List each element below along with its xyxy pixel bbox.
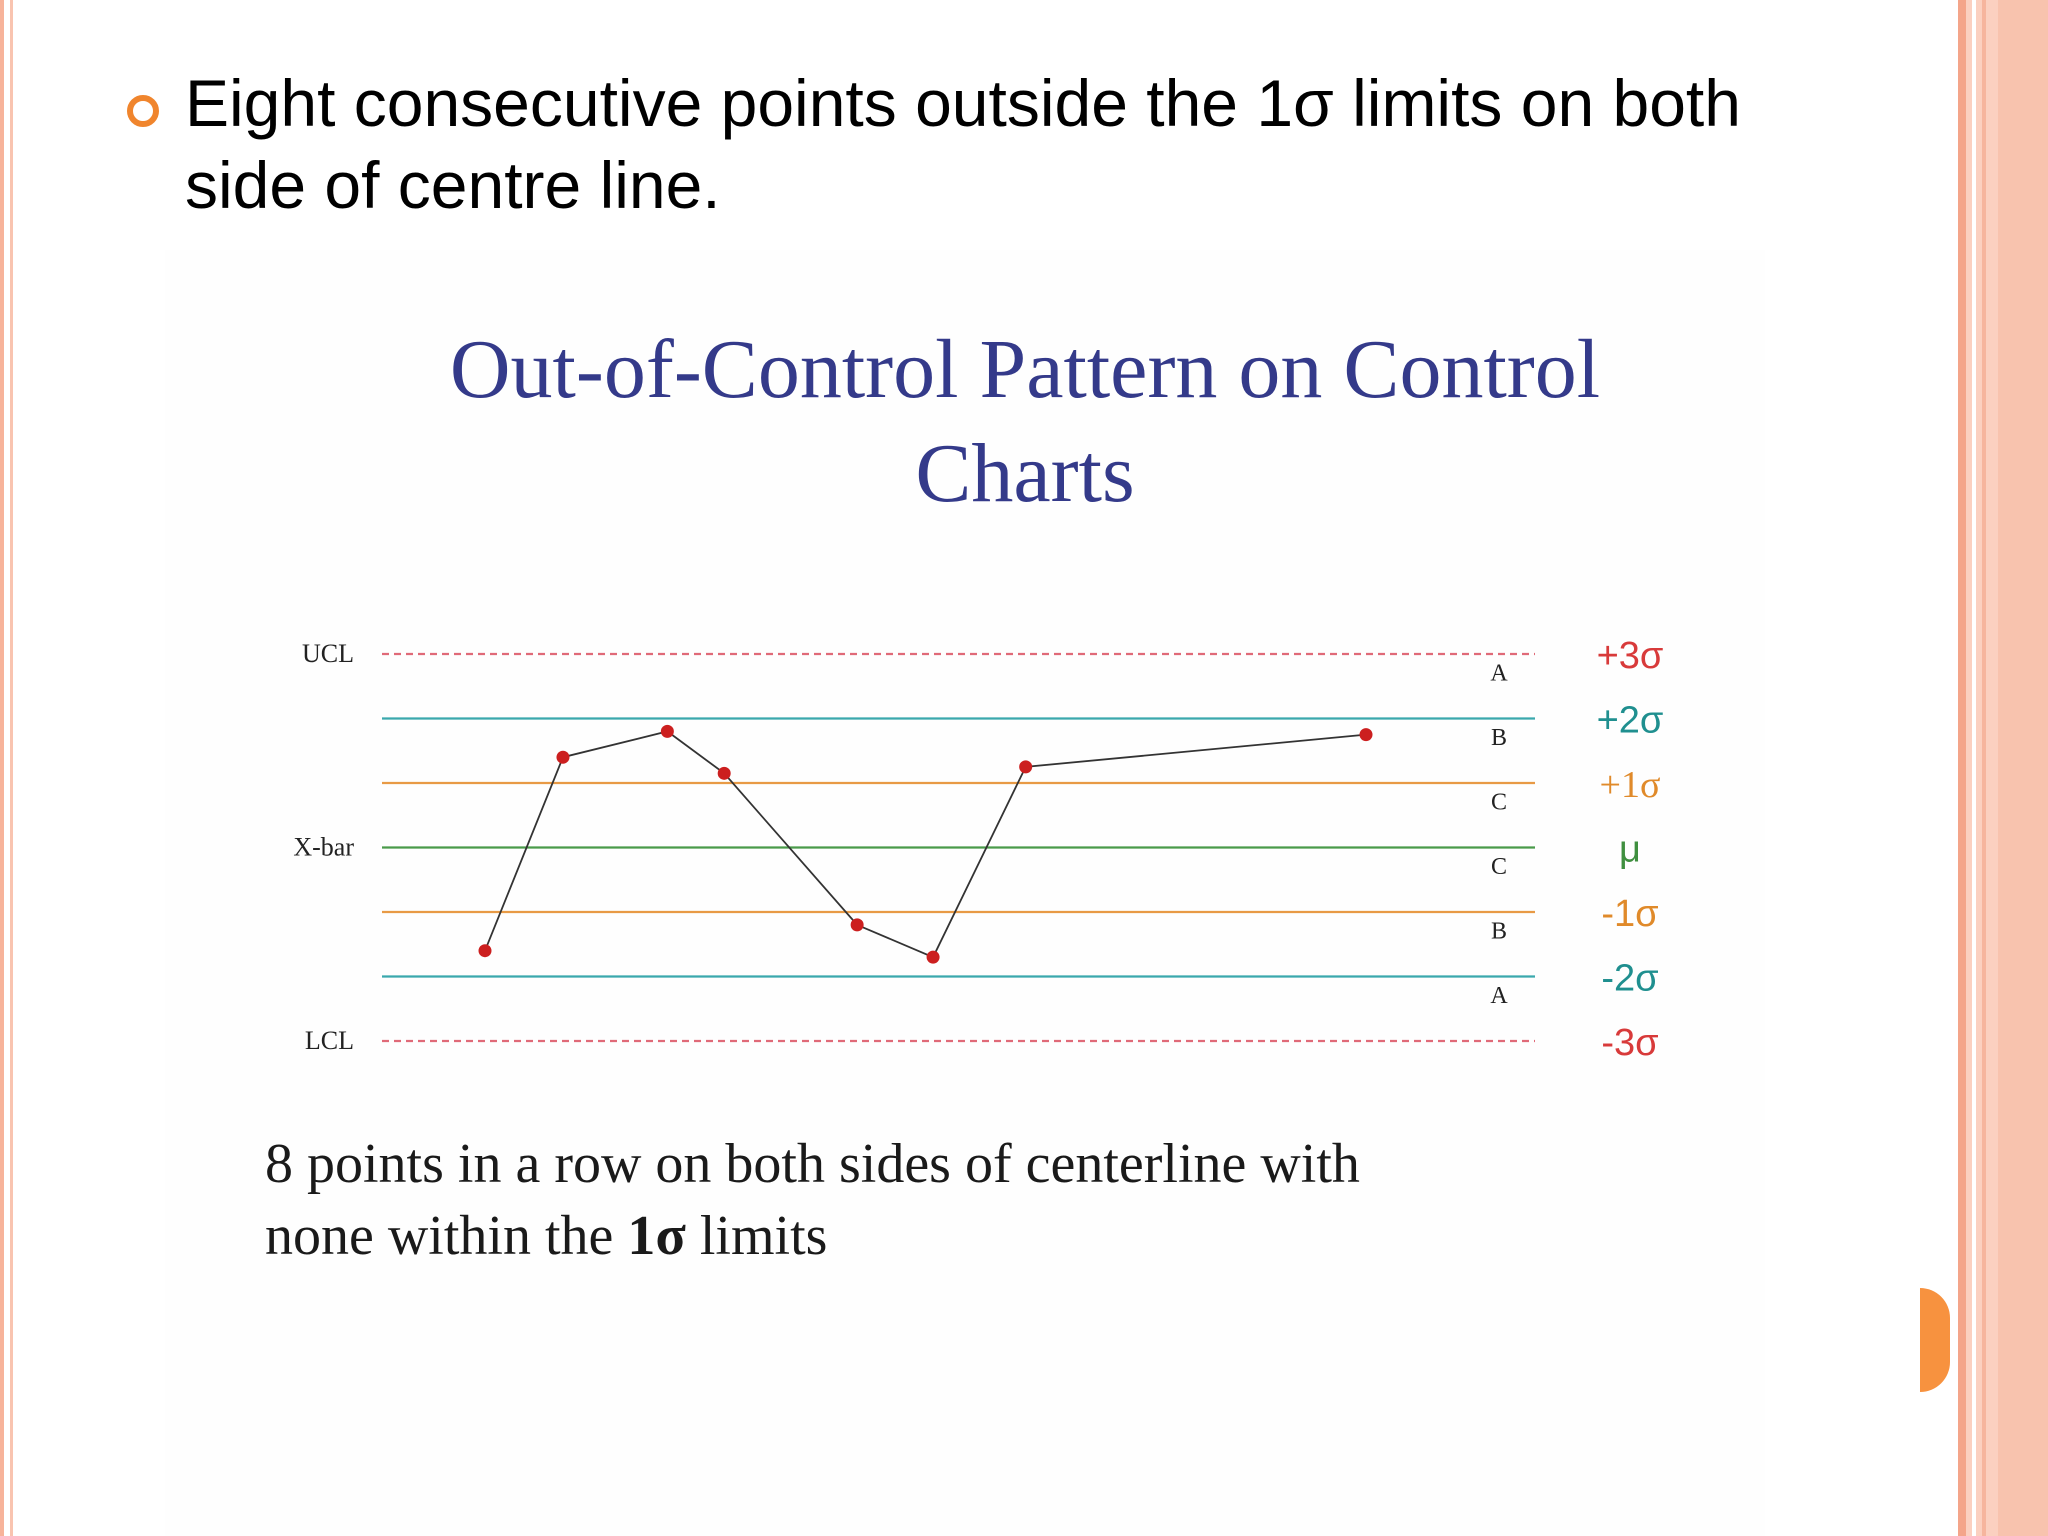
right-limit-label-6: -3σ <box>1601 1022 1658 1064</box>
zone-label-0: A <box>1490 660 1508 686</box>
zone-label-5: A <box>1490 983 1508 1009</box>
right-limit-label-3: μ <box>1619 829 1641 871</box>
zone-label-2: C <box>1491 789 1507 815</box>
data-series-line <box>484 730 1367 959</box>
bullet-text-line1: Eight consecutive points outside the 1σ … <box>185 66 1741 140</box>
zone-label-4: B <box>1491 918 1507 944</box>
bullet-text-line2: side of centre line. <box>185 148 721 222</box>
bullet-text: Eight consecutive points outside the 1σ … <box>185 62 1865 226</box>
caption-line2-start: none within the <box>265 1205 628 1267</box>
caption-line2-bold: 1σ <box>627 1205 686 1267</box>
chart-caption: 8 points in a row on both sides of cente… <box>265 1128 1765 1272</box>
data-point-8 <box>1359 728 1373 742</box>
caption-line2-end: limits <box>685 1205 828 1267</box>
zone-label-1: B <box>1491 725 1507 751</box>
slide-border-left-inner <box>10 0 13 1536</box>
left-limit-label-3: X-bar <box>293 833 354 862</box>
caption-line1: 8 points in a row on both sides of cente… <box>265 1133 1360 1195</box>
data-point-6 <box>926 950 940 964</box>
data-point-1 <box>478 944 492 958</box>
data-point-5 <box>850 918 864 932</box>
data-point-2 <box>556 750 570 764</box>
chart-title-line2: Charts <box>915 427 1135 520</box>
zone-label-3: C <box>1491 854 1507 880</box>
right-limit-label-4: -1σ <box>1601 893 1658 935</box>
slide-border-right <box>1958 0 2048 1536</box>
left-limit-label-0: UCL <box>302 639 354 668</box>
left-limit-label-6: LCL <box>305 1026 354 1055</box>
bullet-circle-icon <box>127 95 159 127</box>
right-limit-label-0: +3σ <box>1597 635 1664 677</box>
data-point-4 <box>717 766 731 780</box>
data-point-7 <box>1019 760 1033 774</box>
right-limit-label-2: +1σ <box>1600 764 1661 806</box>
chart-title: Out-of-Control Pattern on Control Charts <box>165 318 1885 526</box>
right-limit-label-5: -2σ <box>1601 958 1658 1000</box>
chart-title-line1: Out-of-Control Pattern on Control <box>449 323 1601 416</box>
slide-border-left <box>0 0 4 1536</box>
right-limit-label-1: +2σ <box>1597 700 1664 742</box>
next-slide-tab[interactable] <box>1920 1288 1950 1392</box>
data-point-3 <box>660 724 674 738</box>
